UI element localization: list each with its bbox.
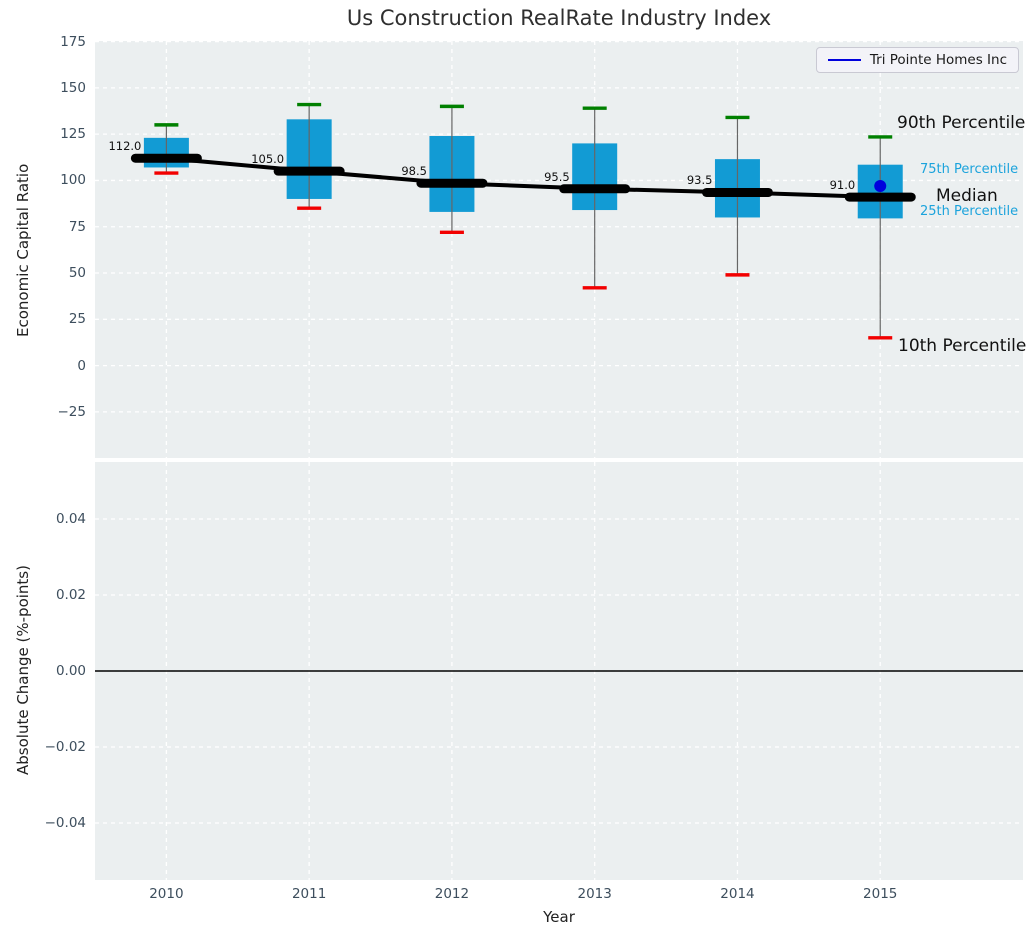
chart-title: Us Construction RealRate Industry Index [346, 6, 772, 30]
xtick-2012: 2012 [434, 886, 470, 902]
legend-label: Tri Pointe Homes Inc [869, 52, 1007, 68]
ytick-bottom: 0.04 [55, 511, 86, 527]
median-value-label-2011: 105.0 [251, 152, 285, 167]
median-value-label-2013: 95.5 [544, 169, 570, 184]
boxplot-canvas [95, 41, 1023, 458]
company-data-point [874, 179, 887, 192]
y-axis-label-top: Economic Capital Ratio [14, 163, 32, 337]
median-value-label-2012: 98.5 [401, 164, 427, 179]
bottom-plot-area [95, 462, 1023, 880]
median-value-label-2010: 112.0 [108, 139, 142, 154]
xtick-2010: 2010 [149, 886, 184, 902]
xtick-2011: 2011 [291, 886, 327, 902]
annotation-90th-percentile: 90th Percentile [897, 113, 1026, 133]
median-value-label-2015: 91.0 [829, 178, 856, 193]
ytick-top: 125 [60, 126, 86, 143]
ytick-bottom: 0.00 [55, 663, 86, 679]
annotation-10th-percentile: 10th Percentile [898, 336, 1027, 356]
median-value-label-2014: 93.5 [686, 173, 713, 188]
legend: Tri Pointe Homes Inc [815, 47, 1019, 73]
annotation-75th-percentile: 75th Percentile [920, 162, 1019, 177]
ytick-top: 50 [68, 265, 86, 282]
ytick-top: 0 [77, 357, 86, 374]
xtick-2014: 2014 [720, 886, 755, 902]
ytick-top: 150 [60, 79, 86, 96]
ytick-top: 100 [60, 172, 86, 189]
xtick-2013: 2013 [577, 886, 612, 902]
x-axis-label: Year [543, 908, 575, 926]
annotation-25th-percentile: 25th Percentile [920, 204, 1019, 219]
ytick-bottom: −0.02 [44, 739, 86, 755]
change-canvas [95, 462, 1023, 880]
ytick-top: 175 [60, 33, 86, 50]
ytick-top: −25 [57, 403, 87, 420]
ytick-bottom: −0.04 [44, 815, 86, 831]
ytick-top: 25 [68, 311, 86, 328]
legend-line-swatch [827, 59, 861, 61]
top-plot-area: 112.0 105.0 98.5 95.5 93.5 91.0 Tri Pointe Ho… [95, 41, 1027, 458]
ytick-top: 75 [68, 218, 86, 235]
xtick-2015: 2015 [863, 886, 898, 902]
annotation-median: Median [936, 186, 998, 206]
ytick-bottom: 0.02 [55, 587, 86, 603]
